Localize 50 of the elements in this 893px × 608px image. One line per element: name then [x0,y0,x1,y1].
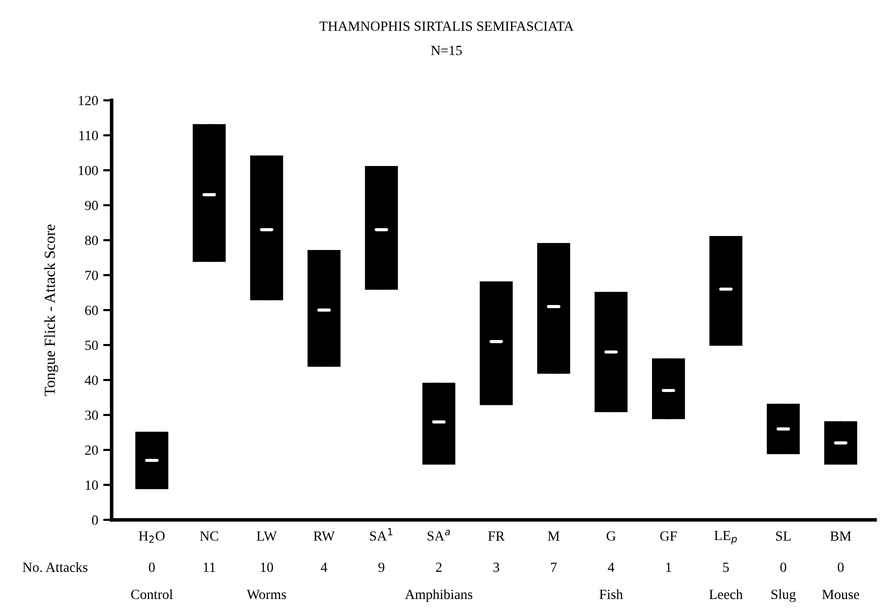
x-tick-label: M [548,531,560,541]
text: Worms [246,590,286,600]
text: 7 [551,562,557,572]
y-tick-label: 80 [85,236,98,246]
y-axis-title: Tongue Flick - Attack Score [44,224,58,396]
x-tick-label: G [606,531,616,541]
y-tick-label: 10 [86,480,98,490]
text: Mouse [822,590,860,600]
text: Slug [771,589,796,602]
text: 5 [723,562,729,572]
text: 11 [204,562,216,572]
x-tick-label: BM [830,531,852,541]
y-tick-label: 50 [85,340,98,350]
chart-title: THAMNOPHIS SIRTALIS SEMIFASCIATA [320,22,574,31]
text: Amphibians [405,589,472,602]
x-tick-label: SA$^{a}$ [428,530,450,541]
text: 2 [436,562,442,572]
text: 3 [493,562,500,572]
x-tick-label: RW [314,531,335,541]
y-tick-label: 90 [84,200,98,210]
y-tick-label: 40 [84,376,98,385]
x-tick-label: H$_{2}$O [138,531,165,543]
y-tick-label: 120 [78,96,98,106]
y-tick-label: 70 [85,270,98,280]
x-tick-label: SL [776,531,791,541]
x-tick-label: NC [200,531,218,541]
text: Leech [709,589,743,600]
y-tick-label: 110 [79,130,98,140]
text: 10 [260,562,274,572]
text: No. Attacks [22,562,88,572]
x-tick-label: LE$_{p}$ [714,530,737,544]
text: 4 [608,562,614,572]
y-tick-label: 30 [85,410,98,420]
x-tick-label: FR [488,531,505,541]
text: Control [131,589,173,600]
y-tick-label: 60 [85,306,98,316]
x-tick-label: LW [256,531,277,541]
text: 1 [666,562,672,572]
text: 4 [320,562,328,572]
text: Fish [600,589,623,600]
text: 0 [780,562,786,572]
x-tick-label: SA$^{1}$ [370,528,392,541]
text: 9 [378,562,384,572]
chart-subtitle: N=15 [431,46,462,56]
text: 0 [148,562,155,572]
text: 0 [838,562,844,572]
y-tick-label: 20 [85,446,98,455]
y-tick-label: 0 [92,515,98,525]
y-tick-label: 100 [78,166,98,176]
x-tick-label: GF [660,531,677,541]
